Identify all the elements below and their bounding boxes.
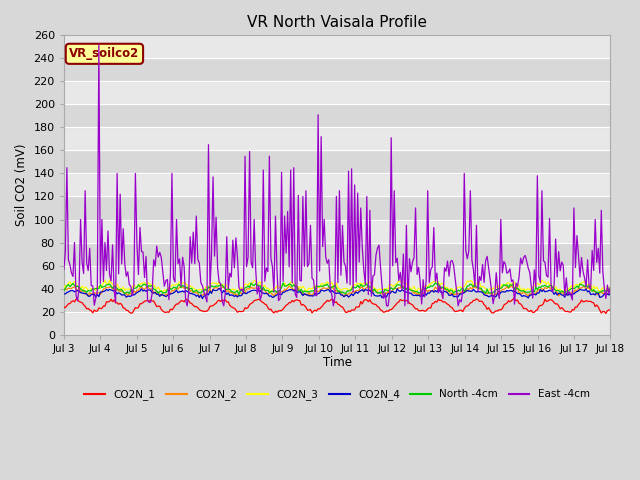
Bar [64,59,611,82]
Bar [64,36,611,59]
Bar [64,242,611,265]
X-axis label: Time: Time [323,357,351,370]
Bar [64,173,611,196]
Y-axis label: Soil CO2 (mV): Soil CO2 (mV) [15,144,28,226]
Bar [64,150,611,173]
Text: VR_soilco2: VR_soilco2 [69,48,140,60]
Bar [64,196,611,219]
Legend: CO2N_1, CO2N_2, CO2N_3, CO2N_4, North -4cm, East -4cm: CO2N_1, CO2N_2, CO2N_3, CO2N_4, North -4… [80,385,594,404]
Bar [64,219,611,242]
Bar [64,312,611,335]
Bar [64,82,611,104]
Bar [64,288,611,312]
Bar [64,127,611,150]
Bar [64,265,611,288]
Title: VR North Vaisala Profile: VR North Vaisala Profile [247,15,427,30]
Bar [64,104,611,127]
